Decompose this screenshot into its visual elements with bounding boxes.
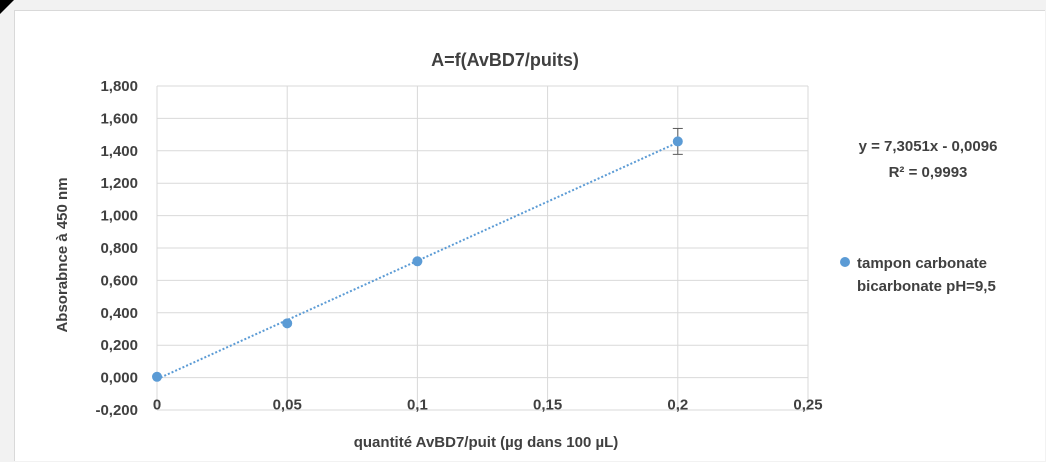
- y-tick-label: 0,400: [100, 305, 138, 322]
- legend-label-line2: bicarbonate pH=9,5: [857, 278, 996, 295]
- data-point: [672, 136, 683, 147]
- data-point: [412, 256, 423, 267]
- data-points: [152, 136, 683, 382]
- chart-title: A=f(AvBD7/puits): [431, 50, 579, 70]
- trendline-equation: y = 7,3051x - 0,0096: [859, 138, 998, 155]
- y-tick-label: 0,600: [100, 272, 138, 289]
- y-tick-label: 1,800: [100, 78, 138, 95]
- y-tick-label: 1,600: [100, 110, 138, 127]
- y-tick-label: 0,000: [100, 370, 138, 387]
- y-tick-label: 0,800: [100, 240, 138, 257]
- x-tick-label: 0,2: [667, 397, 688, 414]
- x-tick-label: 0,25: [793, 397, 822, 414]
- x-tick-label: 0: [153, 397, 161, 414]
- y-tick-label: -0,200: [95, 402, 138, 419]
- data-point: [282, 318, 293, 329]
- x-tick-label: 0,15: [533, 397, 562, 414]
- grid: [156, 85, 809, 411]
- corner-marker: [0, 0, 14, 14]
- trendline: [156, 141, 679, 381]
- legend-label-line1: tampon carbonate: [857, 255, 987, 272]
- legend-marker: [840, 257, 850, 267]
- y-tick-label: 1,200: [100, 175, 138, 192]
- y-tick-label: 1,400: [100, 143, 138, 160]
- x-axis-label: quantité AvBD7/puit (µg dans 100 µL): [354, 434, 619, 451]
- tick-labels: -0,200 0,000 0,200 0,400 0,600 0,800 1,000 1,20…: [95, 78, 822, 419]
- data-point: [152, 371, 162, 382]
- chart-area: [14, 10, 1045, 461]
- x-tick-label: 0,05: [273, 397, 302, 414]
- y-tick-label: 1,000: [100, 208, 138, 225]
- y-axis-label: Absorabnce à 450 nm: [54, 177, 71, 332]
- x-tick-label: 0,1: [407, 397, 428, 414]
- y-tick-label: 0,200: [100, 337, 138, 354]
- trendline-r2: R² = 0,9993: [889, 164, 968, 181]
